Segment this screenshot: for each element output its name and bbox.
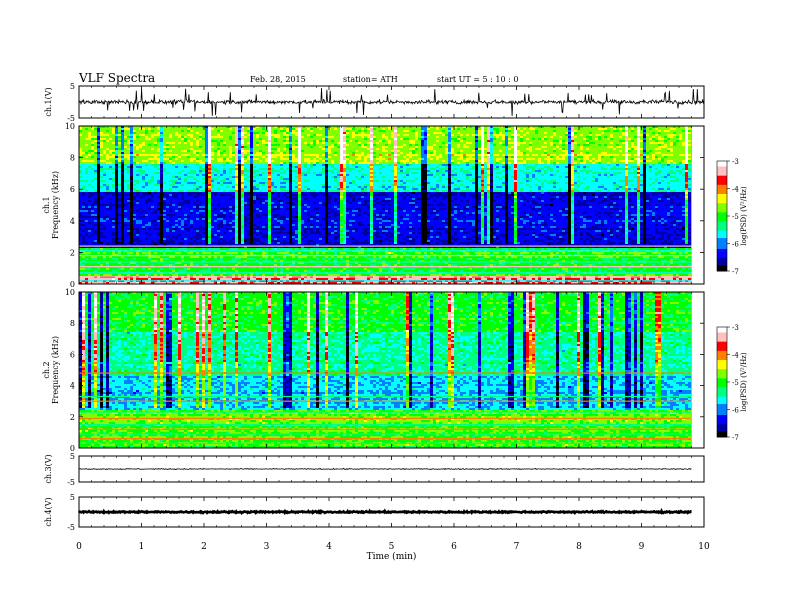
spectrogram-ch1 xyxy=(79,126,692,284)
trace-ch1 xyxy=(78,87,705,117)
y-tick-label: 8 xyxy=(70,154,75,163)
y-tick-label: 5 xyxy=(70,82,75,91)
y-tick-label: -5 xyxy=(67,478,75,487)
colorbar-tick-label: -3 xyxy=(732,158,739,166)
y-tick-label: 10 xyxy=(65,288,75,297)
x-axis-label: Time (min) xyxy=(367,551,417,562)
trace-ch4 xyxy=(77,507,692,516)
y-axis-label: Frequency (kHz) xyxy=(51,336,60,404)
colorbar-layer: -3 -4 -5 -6 -7 log(PSD) (V²/Hz) -3 -4 -5 -6 -7 log(… xyxy=(716,158,748,442)
channel-label: ch.1 xyxy=(42,196,51,213)
trace-ch3 xyxy=(78,467,692,471)
colorbar-tick-label: -7 xyxy=(732,434,739,442)
y-tick-label: 5 xyxy=(70,452,75,461)
spectral-line xyxy=(79,395,692,398)
x-tick-label: 1 xyxy=(139,542,145,552)
spectral-line xyxy=(79,261,692,263)
spectrogram-layer xyxy=(79,126,692,448)
spectral-line xyxy=(79,400,692,402)
y-tick-label: -5 xyxy=(67,523,75,532)
colorbar-tick-label: -6 xyxy=(732,407,739,415)
colorbar-ch2: -3 -4 -5 -6 -7 log(PSD) (V²/Hz) xyxy=(716,324,748,442)
trace-layer xyxy=(77,87,705,516)
y-tick-label: 6 xyxy=(70,185,75,194)
y-tick-label: 5 xyxy=(70,493,75,502)
colorbar-tick-label: -3 xyxy=(732,324,739,332)
channel-label: ch.3(V) xyxy=(44,454,53,483)
y-tick-label: 0 xyxy=(70,444,75,453)
colorbar-tick-label: -7 xyxy=(732,268,739,276)
y-tick-label: 6 xyxy=(70,350,75,359)
y-tick-label: 4 xyxy=(70,217,75,226)
y-axis-label: Frequency (kHz) xyxy=(51,171,60,239)
header-start-ut: start UT = 5 : 10 : 0 xyxy=(437,75,518,84)
y-tick-label: 10 xyxy=(65,122,75,131)
y-tick-label: 8 xyxy=(70,319,75,328)
x-tick-label: 2 xyxy=(201,542,207,552)
x-tick-label: 4 xyxy=(326,542,332,552)
y-tick-label: 2 xyxy=(70,413,75,422)
y-tick-label: 0 xyxy=(70,280,75,289)
channel-label: ch.1(V) xyxy=(44,87,53,116)
spectral-line xyxy=(79,266,692,268)
x-tick-label: 7 xyxy=(514,542,520,552)
spectral-line xyxy=(79,272,692,274)
colorbar-tick-label: -6 xyxy=(732,241,739,249)
channel-label: ch.2 xyxy=(42,361,51,378)
spectral-line xyxy=(79,372,692,374)
x-tick-label: 3 xyxy=(264,542,270,552)
y-tick-label: 4 xyxy=(70,382,75,391)
header-station: station= ATH xyxy=(343,75,398,84)
channel-label: ch.4(V) xyxy=(44,497,53,526)
x-tick-label: 9 xyxy=(639,542,645,552)
spectral-line xyxy=(79,442,692,444)
spectral-line xyxy=(79,280,692,282)
spectral-line xyxy=(79,417,692,419)
spectral-line xyxy=(79,245,692,247)
x-tick-label: 5 xyxy=(389,542,395,552)
header-date: Feb. 28, 2015 xyxy=(250,75,306,84)
colorbar-label: log(PSD) (V²/Hz) xyxy=(740,352,748,411)
frame-layer xyxy=(78,85,705,528)
x-tick-label: 6 xyxy=(451,542,457,552)
spectral-line xyxy=(79,411,692,413)
spectral-line xyxy=(79,428,692,430)
colorbar-label: log(PSD) (V²/Hz) xyxy=(740,186,748,245)
colorbar-tick-label: -5 xyxy=(732,379,739,387)
spectrogram-ch2 xyxy=(79,292,692,448)
colorbar-tick-label: -5 xyxy=(732,213,739,221)
x-tick-label: 0 xyxy=(76,542,82,552)
spectral-line xyxy=(79,433,692,435)
x-tick-label: 10 xyxy=(698,542,710,552)
spectral-line xyxy=(79,254,692,257)
spectral-line xyxy=(79,424,692,426)
colorbar-tick-label: -4 xyxy=(732,352,739,360)
spectral-line xyxy=(79,250,692,252)
colorbar-tick-label: -4 xyxy=(732,186,739,194)
spectral-line xyxy=(79,438,692,440)
chart-title: VLF Spectra xyxy=(79,71,155,85)
y-tick-label: -5 xyxy=(67,114,75,123)
x-tick-label: 8 xyxy=(576,542,582,552)
y-tick-label: 2 xyxy=(70,248,75,257)
spectral-line xyxy=(79,276,692,278)
colorbar-ch1: -3 -4 -5 -6 -7 log(PSD) (V²/Hz) xyxy=(716,158,748,276)
